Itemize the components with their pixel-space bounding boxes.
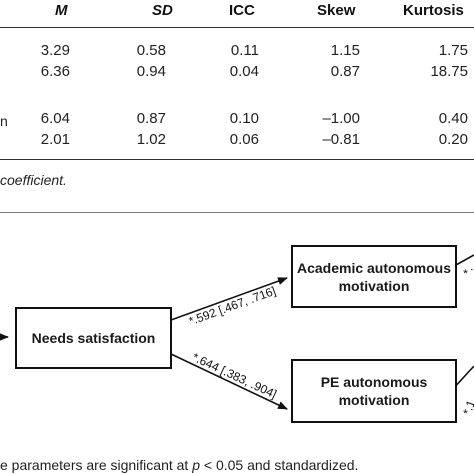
box-academic-label: Academic autonomous motivation (297, 259, 451, 295)
box-pe-motivation: PE autonomous motivation (291, 359, 457, 423)
path-upper-arrow (170, 277, 288, 321)
row4-sd: 1.02 (136, 131, 166, 148)
row2-kurtosis: 18.75 (430, 63, 468, 80)
table-bottom-rule (0, 159, 474, 160)
box-academic-line2: motivation (338, 277, 410, 294)
footnote-prefix: e parameters are significant at (0, 457, 193, 473)
path-right-top-fragment (455, 254, 474, 266)
row1-sd: 0.58 (136, 42, 166, 59)
row4-icc: 0.06 (229, 131, 259, 148)
diagram-footnote: e parameters are significant at p < 0.05… (0, 457, 358, 473)
header-kurtosis: Kurtosis (403, 2, 464, 19)
row3-sd: 0.87 (136, 110, 166, 127)
row2-sd: 0.94 (136, 63, 166, 80)
header-m: M (55, 2, 68, 19)
box-needs-satisfaction: Needs satisfaction (15, 307, 172, 369)
row1-m: 3.29 (40, 42, 70, 59)
box-pe-line2: motivation (338, 392, 410, 408)
box-academic-motivation: Academic autonomous motivation (291, 245, 457, 308)
row2-skew: 0.87 (330, 63, 360, 80)
footnote-suffix: < 0.05 and standardized. (200, 457, 359, 473)
header-skew: Skew (317, 2, 356, 19)
row2-m: 6.36 (40, 63, 70, 80)
row4-m: 2.01 (40, 131, 70, 148)
row3-icc: 0.10 (229, 110, 259, 127)
footnote-p: p (192, 457, 201, 473)
header-rule (0, 27, 474, 28)
box-pe-label: PE autonomous motivation (321, 373, 428, 409)
section-divider (0, 212, 474, 213)
row4-kurtosis: 0.20 (438, 131, 468, 148)
row1-kurtosis: 1.75 (438, 42, 468, 59)
box-academic-line1: Academic autonomous (296, 259, 452, 276)
table-note: coefficient. (0, 172, 67, 188)
row1-skew: 1.15 (330, 42, 360, 59)
row4-skew: –0.81 (322, 131, 360, 148)
header-sd: SD (152, 2, 173, 19)
row1-icc: 0.11 (230, 42, 259, 59)
box-needs-label: Needs satisfaction (31, 330, 156, 346)
row3-kurtosis: 0.40 (438, 110, 468, 127)
row2-icc: 0.04 (229, 63, 259, 80)
row3-label-fragment: n (0, 113, 8, 129)
path-lower-arrow (170, 353, 288, 410)
row3-m: 6.04 (40, 110, 70, 127)
row3-skew: –1.00 (322, 110, 360, 127)
header-icc: ICC (229, 2, 255, 19)
box-pe-line1: PE autonomous (320, 374, 428, 390)
